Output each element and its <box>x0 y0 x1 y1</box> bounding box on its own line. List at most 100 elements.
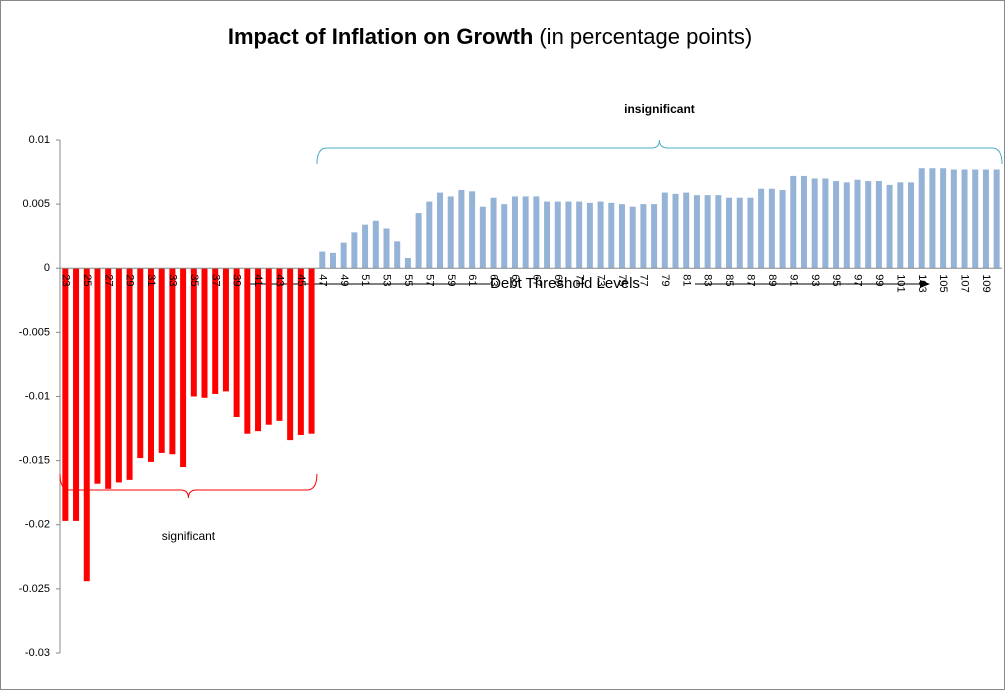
x-tick-label: 83 <box>702 274 714 286</box>
x-tick-label: 45 <box>295 274 307 286</box>
bar <box>94 268 101 484</box>
bar <box>640 204 647 269</box>
bar <box>758 188 765 269</box>
x-tick-label: 103 <box>916 274 928 292</box>
bar <box>704 195 711 269</box>
bar <box>511 196 518 269</box>
x-tick-label: 25 <box>81 274 93 286</box>
y-tick-label: -0.005 <box>19 326 50 338</box>
bar <box>715 195 722 269</box>
bar <box>982 169 989 269</box>
bar <box>415 213 422 269</box>
bar <box>993 169 1000 269</box>
x-tick-label: 91 <box>787 274 799 286</box>
x-tick-label: 93 <box>809 274 821 286</box>
x-tick-label: 79 <box>659 274 671 286</box>
bar <box>297 268 304 435</box>
bar <box>447 196 454 269</box>
x-tick-label: 87 <box>745 274 757 286</box>
bar <box>319 251 326 269</box>
bar <box>73 268 80 521</box>
x-tick-label: 29 <box>124 274 136 286</box>
bar <box>811 178 818 269</box>
x-tick-label: 39 <box>231 274 243 286</box>
x-tick-label: 69 <box>552 274 564 286</box>
chart-title: Impact of Inflation on Growth <box>228 24 534 49</box>
x-tick-label: 77 <box>637 274 649 286</box>
bar <box>800 175 807 269</box>
x-tick-label: 63 <box>488 274 500 286</box>
x-tick-label: 49 <box>338 274 350 286</box>
chart-subtitle: (in percentage points) <box>539 24 752 49</box>
bar <box>426 201 433 269</box>
bar <box>533 196 540 269</box>
bar <box>501 204 508 269</box>
bar <box>372 220 379 269</box>
bar <box>394 241 401 269</box>
bar <box>276 268 283 421</box>
bar <box>222 268 229 392</box>
bar <box>244 268 251 434</box>
bar <box>458 190 465 269</box>
bar <box>576 201 583 269</box>
bar <box>779 190 786 269</box>
bar <box>105 268 112 489</box>
x-tick-label: 27 <box>102 274 114 286</box>
bar <box>897 182 904 269</box>
bar <box>726 197 733 269</box>
x-tick-label: 99 <box>873 274 885 286</box>
bar <box>586 202 593 269</box>
x-tick-label: 105 <box>937 274 949 292</box>
bar <box>62 268 69 521</box>
bar <box>115 268 122 483</box>
arrow-head <box>920 280 930 288</box>
series-annotation: significant <box>162 529 216 543</box>
x-tick-label: 37 <box>209 274 221 286</box>
bar <box>565 201 572 269</box>
bar <box>918 168 925 269</box>
bar <box>747 197 754 269</box>
x-tick-label: 67 <box>530 274 542 286</box>
y-tick-label: 0 <box>44 262 50 274</box>
x-tick-label: 53 <box>381 274 393 286</box>
bar <box>308 268 315 434</box>
x-tick-label: 57 <box>423 274 435 286</box>
bar <box>83 268 90 582</box>
bar <box>544 201 551 269</box>
x-tick-label: 101 <box>894 274 906 292</box>
brace <box>59 473 318 499</box>
x-tick-label: 75 <box>616 274 628 286</box>
series-annotation: insignificant <box>624 102 695 116</box>
x-tick-label: 41 <box>252 274 264 286</box>
x-tick-label: 73 <box>595 274 607 286</box>
bar <box>597 201 604 269</box>
y-tick-label: 0.005 <box>22 198 50 210</box>
x-tick-label: 35 <box>188 274 200 286</box>
x-tick-label: 109 <box>980 274 992 292</box>
bar <box>362 224 369 269</box>
brace <box>316 139 1003 165</box>
bar <box>404 257 411 269</box>
bar <box>169 268 176 455</box>
x-tick-label: 65 <box>509 274 521 286</box>
bar <box>479 206 486 269</box>
y-tick-label: -0.03 <box>25 647 50 659</box>
x-tick-label: 43 <box>274 274 286 286</box>
bar <box>180 268 187 468</box>
bar <box>875 181 882 269</box>
bar <box>608 202 615 269</box>
x-tick-label: 107 <box>959 274 971 292</box>
bar <box>693 195 700 269</box>
x-axis-label: Debt Threshold Levels <box>490 275 640 292</box>
bar <box>287 268 294 441</box>
bar <box>843 182 850 269</box>
bar <box>265 268 272 425</box>
bar <box>522 196 529 269</box>
bar <box>661 192 668 269</box>
bar <box>383 228 390 269</box>
bar <box>651 204 658 269</box>
x-tick-label: 47 <box>316 274 328 286</box>
bar <box>833 181 840 269</box>
